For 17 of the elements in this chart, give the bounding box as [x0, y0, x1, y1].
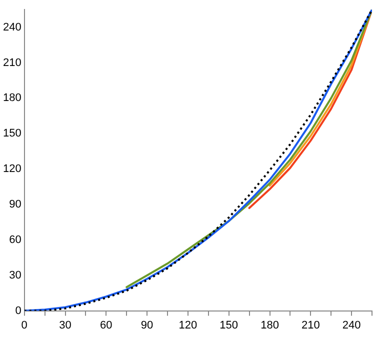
x-tick-label: 210	[301, 319, 320, 332]
y-tick-label: 210	[2, 56, 22, 69]
y-tick-label: 30	[9, 269, 22, 282]
y-tick-label: 90	[9, 198, 22, 211]
y-tick-label: 240	[2, 21, 22, 34]
y-tick-label: 180	[2, 92, 22, 104]
y-tick-label: 0	[15, 304, 22, 317]
x-tick-label: 240	[342, 319, 361, 332]
x-tick-label: 30	[59, 319, 72, 332]
x-tick-label: 90	[140, 319, 154, 332]
x-tick-label: 120	[178, 319, 198, 332]
y-tick-label: 150	[2, 128, 22, 140]
x-tick-label: 180	[260, 319, 279, 332]
y-tick-label: 60	[9, 234, 22, 246]
y-tick-label: 120	[2, 163, 22, 176]
x-tick-label: 60	[100, 319, 112, 332]
x-tick-label: 150	[220, 319, 238, 332]
